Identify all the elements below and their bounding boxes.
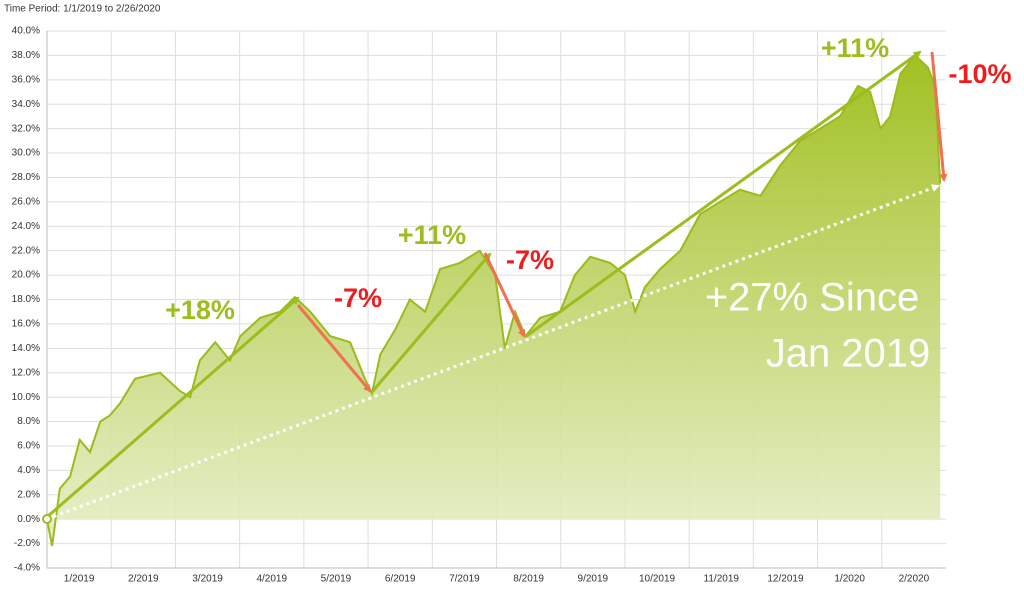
- area: [47, 55, 941, 547]
- annotation: +18%: [165, 295, 235, 325]
- y-tick-label: -4.0%: [14, 563, 40, 574]
- annotation: Jan 2019: [766, 332, 931, 376]
- x-tick-label: 1/2019: [64, 574, 95, 585]
- arrow: [370, 252, 492, 393]
- x-tick-label: 7/2019: [449, 574, 480, 585]
- y-tick-label: 30.0%: [12, 148, 40, 159]
- x-tick-label: 4/2019: [256, 574, 287, 585]
- y-tick-label: 28.0%: [12, 172, 40, 183]
- annotation: +27% Since: [705, 276, 920, 320]
- x-tick-label: 11/2019: [704, 574, 740, 585]
- y-tick-label: 0.0%: [17, 514, 40, 525]
- x-tick-label: 8/2019: [513, 574, 544, 585]
- arrow: [296, 304, 372, 393]
- y-tick-label: 22.0%: [12, 245, 40, 256]
- y-tick-label: 2.0%: [17, 489, 40, 500]
- y-tick-label: 38.0%: [12, 50, 40, 61]
- y-tick-label: -2.0%: [14, 538, 40, 549]
- y-tick-label: 34.0%: [12, 99, 40, 110]
- y-tick-label: 4.0%: [17, 465, 40, 476]
- arrow: [930, 51, 948, 182]
- arrow: [483, 252, 526, 338]
- x-tick-label: 9/2019: [578, 574, 609, 585]
- x-tick-label: 2/2019: [128, 574, 159, 585]
- y-tick-label: 40.0%: [12, 26, 40, 37]
- x-tick-label: 5/2019: [321, 574, 352, 585]
- x-tick-label: 2/2020: [899, 574, 930, 585]
- annotations: +18% -7% +11% -7% +11% -10% +27% Since J…: [42, 33, 1012, 524]
- arrow: [46, 184, 940, 521]
- x-tick-label: 1/2020: [834, 574, 865, 585]
- x-tick-label: 12/2019: [767, 574, 804, 585]
- x-tick-label: 6/2019: [385, 574, 416, 585]
- y-tick-label: 32.0%: [12, 123, 40, 134]
- y-tick-label: 20.0%: [12, 270, 40, 281]
- start-point: [42, 514, 52, 524]
- y-tick-label: 6.0%: [17, 441, 40, 452]
- subtitle: Time Period: 1/1/2019 to 2/26/2020: [4, 4, 161, 15]
- y-tick-label: 8.0%: [17, 416, 40, 427]
- arrow: [46, 296, 300, 519]
- y-tick-label: 24.0%: [12, 221, 40, 232]
- y-tick-label: 10.0%: [12, 392, 40, 403]
- arrow: [524, 50, 922, 339]
- annotation: +11%: [821, 33, 889, 63]
- annotation: -10%: [948, 59, 1011, 89]
- y-tick-label: 16.0%: [12, 319, 40, 330]
- annotation: -7%: [506, 245, 554, 275]
- y-tick-label: 14.0%: [12, 343, 40, 354]
- x-tick-label: 3/2019: [192, 574, 223, 585]
- y-tick-label: 26.0%: [12, 197, 40, 208]
- y-tick-label: 18.0%: [12, 294, 40, 305]
- line: [46, 53, 942, 547]
- y-tick-label: 36.0%: [12, 74, 40, 85]
- y-tick-label: 12.0%: [12, 367, 40, 378]
- plot: [46, 53, 942, 547]
- x-tick-label: 10/2019: [639, 574, 676, 585]
- annotation: +11%: [398, 220, 466, 250]
- annotation: -7%: [334, 283, 382, 313]
